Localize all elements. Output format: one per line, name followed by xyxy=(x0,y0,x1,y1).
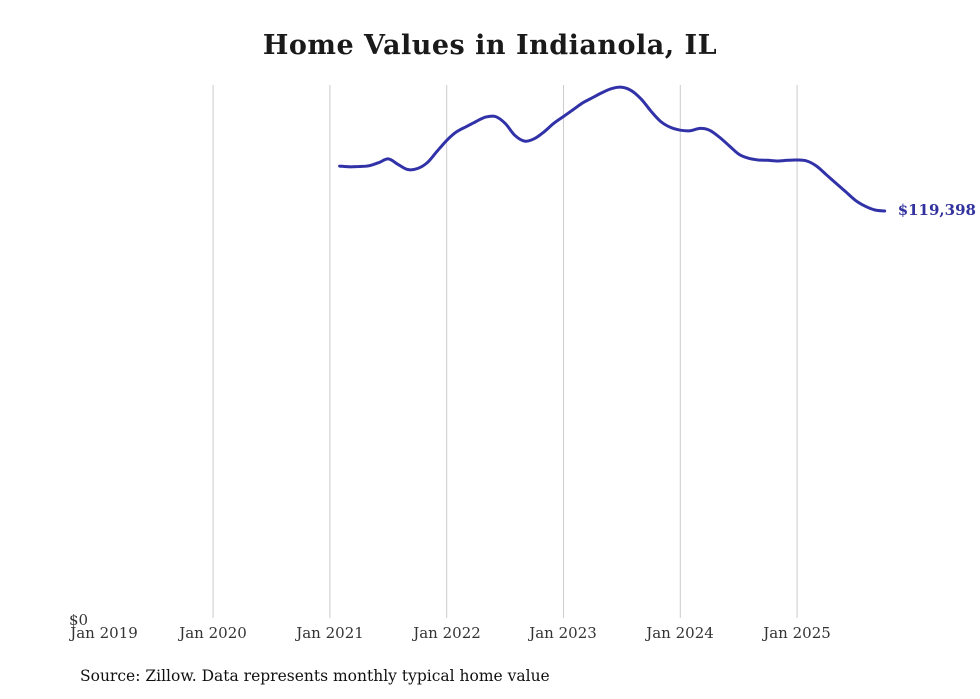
home-value-line xyxy=(338,85,887,213)
x-tick-jan-2021: Jan 2021 xyxy=(296,624,364,642)
x-tick-jan-2019: Jan 2019 xyxy=(70,624,138,642)
x-tick-jan-2023: Jan 2023 xyxy=(529,624,597,642)
x-tick-jan-2020: Jan 2020 xyxy=(179,624,247,642)
y-axis-zero-label: $0 xyxy=(69,611,89,629)
source-attribution: Source: Zillow. Data represents monthly … xyxy=(80,667,550,685)
x-tick-jan-2024: Jan 2024 xyxy=(646,624,714,642)
x-tick-jan-2025: Jan 2025 xyxy=(763,624,831,642)
series-end-value-label: $119,398 xyxy=(897,201,976,219)
x-tick-jan-2022: Jan 2022 xyxy=(413,624,481,642)
chart-title: Home Values in Indianola, IL xyxy=(262,30,718,61)
